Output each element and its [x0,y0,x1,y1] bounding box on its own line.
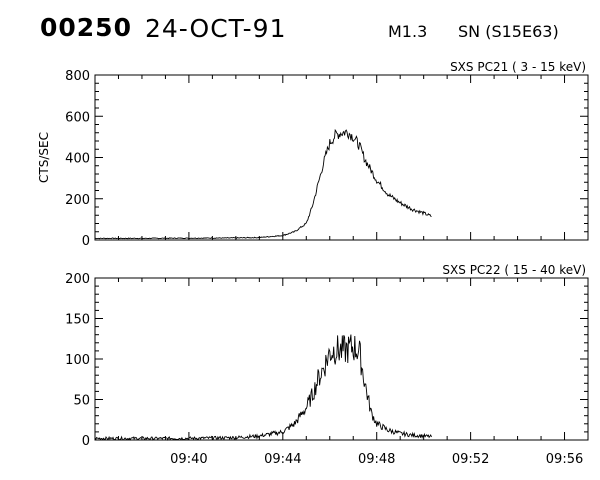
y-tick-label: 600 [65,110,90,125]
x-tick-label: 09:44 [264,452,301,467]
panel-1: SXS PC21 ( 3 - 15 keV) 0 200 400 600 800 CTS/S… [37,60,589,249]
x-tick-label: 09:52 [452,452,489,467]
y-tick-label: 100 [65,353,90,368]
x-tick-label: 09:40 [170,452,207,467]
series-line-1 [94,128,432,240]
event-id: 00250 [40,13,132,42]
flare-class: M1.3 [388,22,428,41]
y-tick-label: 150 [65,313,90,328]
flare-location: SN (S15E63) [458,22,559,41]
series-line-1 [94,334,432,441]
panel-2: SXS PC22 ( 15 - 40 keV) 0 50 100 150 200 09:40… [65,263,589,467]
x-tick-label: 09:48 [358,452,395,467]
y-axis-label: CTS/SEC [37,132,51,183]
y-tick-label: 50 [73,394,90,409]
panel-title: SXS PC22 ( 15 - 40 keV) [442,263,586,277]
event-date: 24-OCT-91 [145,14,287,43]
panel-title: SXS PC21 ( 3 - 15 keV) [450,60,586,74]
y-tick-label: 200 [65,193,90,208]
plot-frame [94,277,589,441]
y-tick-label: 200 [65,272,90,287]
y-tick-label: 0 [82,234,90,249]
y-tick-label: 800 [65,69,90,84]
plot-frame [94,74,589,241]
x-tick-label: 09:56 [546,452,583,467]
y-tick-label: 400 [65,152,90,167]
y-tick-label: 0 [82,434,90,449]
